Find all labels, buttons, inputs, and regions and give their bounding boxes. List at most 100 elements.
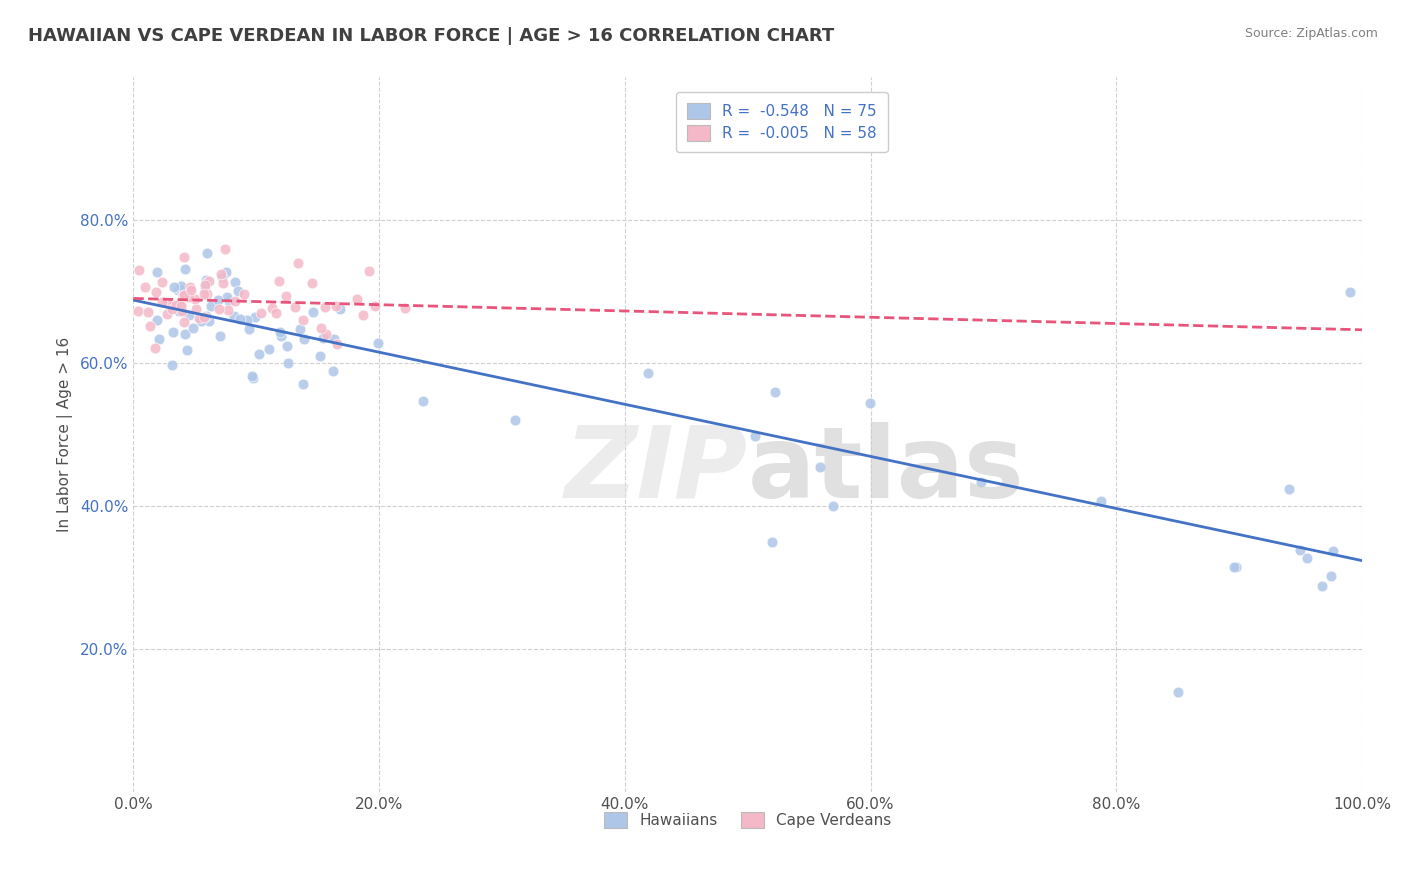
Point xyxy=(190,314,212,328)
Point xyxy=(763,385,786,400)
Point xyxy=(312,331,335,345)
Point xyxy=(138,319,160,334)
Point xyxy=(257,342,280,356)
Point xyxy=(301,276,323,290)
Point xyxy=(412,394,434,409)
Point xyxy=(269,325,291,339)
Point xyxy=(167,283,190,297)
Point xyxy=(346,292,368,306)
Point xyxy=(236,313,259,327)
Point xyxy=(267,273,290,287)
Point xyxy=(1223,560,1246,574)
Point xyxy=(1278,482,1301,496)
Point xyxy=(148,332,170,346)
Point xyxy=(170,304,193,318)
Point xyxy=(250,306,273,320)
Point xyxy=(160,358,183,372)
Point xyxy=(229,311,252,326)
Point xyxy=(173,316,195,330)
Point xyxy=(240,369,263,384)
Text: HAWAIIAN VS CAPE VERDEAN IN LABOR FORCE | AGE > 16 CORRELATION CHART: HAWAIIAN VS CAPE VERDEAN IN LABOR FORCE … xyxy=(28,27,834,45)
Point xyxy=(212,276,235,290)
Point xyxy=(198,274,221,288)
Point xyxy=(195,276,218,290)
Point xyxy=(173,288,195,302)
Point xyxy=(364,300,387,314)
Point xyxy=(325,299,347,313)
Point xyxy=(177,308,200,322)
Point xyxy=(162,325,184,339)
Point xyxy=(198,314,221,328)
Point xyxy=(277,356,299,370)
Point xyxy=(195,245,218,260)
Point xyxy=(128,263,150,277)
Point xyxy=(200,299,222,313)
Point xyxy=(165,297,187,311)
Point xyxy=(288,322,311,336)
Point xyxy=(181,320,204,334)
Point xyxy=(276,339,298,353)
Point xyxy=(1322,544,1344,558)
Point xyxy=(167,303,190,318)
Point xyxy=(292,313,315,327)
Point xyxy=(232,287,254,301)
Point xyxy=(284,300,307,314)
Point xyxy=(315,326,337,341)
Point xyxy=(150,294,173,309)
Point xyxy=(744,428,766,442)
Point xyxy=(217,303,239,318)
Point xyxy=(217,290,239,304)
Point xyxy=(214,243,236,257)
Point xyxy=(209,267,232,281)
Point xyxy=(208,329,231,343)
Point xyxy=(224,310,246,324)
Point xyxy=(215,265,238,279)
Point xyxy=(367,336,389,351)
Point xyxy=(808,459,831,474)
Point xyxy=(243,310,266,324)
Text: ZIP: ZIP xyxy=(565,422,748,519)
Point xyxy=(1312,579,1334,593)
Point xyxy=(145,285,167,299)
Point xyxy=(226,284,249,298)
Point xyxy=(156,307,179,321)
Point xyxy=(218,293,240,308)
Point xyxy=(1225,560,1247,574)
Point xyxy=(170,299,193,313)
Point xyxy=(172,288,194,302)
Point xyxy=(193,310,215,324)
Point xyxy=(174,262,197,277)
Point xyxy=(292,376,315,391)
Point xyxy=(156,296,179,310)
Point xyxy=(238,322,260,336)
Point xyxy=(193,287,215,301)
Point xyxy=(136,305,159,319)
Point xyxy=(163,299,186,313)
Point xyxy=(174,326,197,341)
Point xyxy=(143,341,166,355)
Point xyxy=(224,293,246,308)
Point xyxy=(211,269,233,284)
Point xyxy=(195,309,218,323)
Point xyxy=(637,366,659,380)
Point xyxy=(188,311,211,326)
Point xyxy=(179,280,201,294)
Point xyxy=(184,292,207,306)
Point xyxy=(247,346,270,360)
Point xyxy=(308,349,330,363)
Point xyxy=(134,280,156,294)
Point xyxy=(287,256,309,270)
Point xyxy=(242,371,264,385)
Point xyxy=(859,395,882,409)
Point xyxy=(1319,569,1341,583)
Point xyxy=(302,305,325,319)
Point xyxy=(195,287,218,301)
Point xyxy=(163,280,186,294)
Point xyxy=(276,288,298,302)
Point xyxy=(224,275,246,289)
Point xyxy=(260,301,283,315)
Point xyxy=(314,301,336,315)
Point xyxy=(359,264,381,278)
Point xyxy=(150,275,173,289)
Point xyxy=(127,303,149,318)
